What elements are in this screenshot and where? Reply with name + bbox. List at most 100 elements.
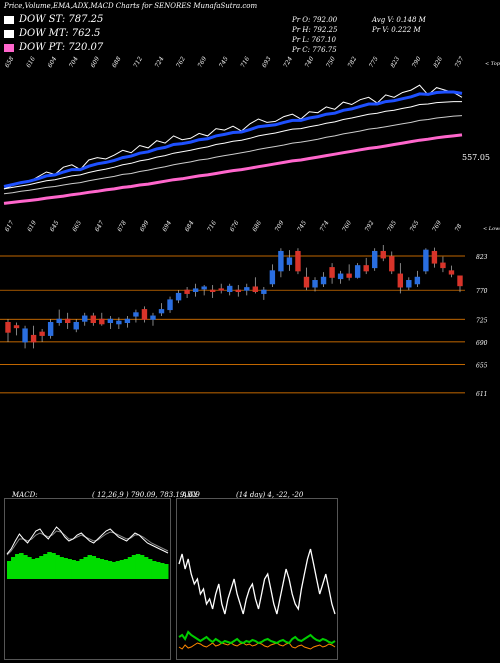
ema-bottom-label: 792 <box>364 219 376 233</box>
macd-histogram-bar <box>47 552 52 579</box>
adx-label: ADX <box>182 491 198 499</box>
chart-title: Price,Volume,EMA,ADX,MACD Charts for SEN… <box>4 2 258 10</box>
macd-histogram-bar <box>43 554 48 579</box>
ema-bottom-label: 676 <box>229 219 241 233</box>
ema-top-label: 740 <box>304 55 316 69</box>
candle-body <box>22 328 28 343</box>
stat-avg-volume: Avg V: 0.148 M <box>372 16 426 24</box>
ema-top-label: 782 <box>347 55 359 69</box>
candle-body <box>261 289 267 294</box>
adx-plus-di-line <box>178 630 336 645</box>
ema-bottom-label: 765 <box>409 219 421 233</box>
candle-body <box>372 250 378 269</box>
macd-histogram-bar <box>147 559 153 579</box>
ema-bottom-label: 745 <box>296 219 308 233</box>
ema-top-label: 750 <box>325 55 337 69</box>
ema-top-label: 762 <box>175 55 187 69</box>
candle-body <box>56 318 62 324</box>
ema-bottom-label: 619 <box>26 219 38 233</box>
legend-dow-st: DOW ST: 787.25 <box>4 14 103 25</box>
candle-body <box>73 322 79 330</box>
ema-bottom-label: 760 <box>341 219 353 233</box>
stat-high: Pr H: 792.25 <box>292 26 338 34</box>
ema-panel: 658 616 604 704 609 688 712 724 762 769 745 716 693 7… <box>4 55 500 233</box>
macd-signal-line <box>6 530 169 556</box>
macd-histogram-bar <box>163 564 169 579</box>
price-level-label: 770 <box>476 288 488 295</box>
ema-top-label: 693 <box>261 55 273 69</box>
macd-histogram-bar <box>87 555 93 579</box>
candle-body <box>354 265 361 278</box>
candle-body <box>423 249 429 272</box>
ema-bottom-label: 678 <box>116 219 128 233</box>
macd-histogram-bar <box>39 556 44 579</box>
macd-histogram-bar <box>119 560 125 579</box>
ema-bottom-label: 716 <box>206 219 218 233</box>
candle-body <box>380 250 386 259</box>
macd-histogram-bar <box>27 557 32 579</box>
candle-body <box>363 265 369 272</box>
legend-label-st: DOW ST: 787.25 <box>19 14 104 25</box>
candle-body <box>39 331 45 336</box>
macd-histogram-bar <box>83 557 88 579</box>
candle-body <box>303 276 310 288</box>
macd-histogram-bar <box>123 559 129 579</box>
price-level-label: 611 <box>476 391 487 398</box>
macd-histogram-bar <box>79 559 84 579</box>
ema-top-label: 757 <box>454 55 466 69</box>
macd-histogram-bar <box>51 553 56 579</box>
macd-histogram-bar <box>107 561 113 579</box>
macd-histogram-bar <box>95 558 101 579</box>
ema-top-label: 745 <box>218 55 230 69</box>
ema-top-label: 604 <box>47 55 59 69</box>
candle-body <box>329 267 335 278</box>
ema-top-label: 775 <box>368 55 380 69</box>
candle-body <box>90 315 96 323</box>
ema-top-label: 688 <box>111 55 123 69</box>
macd-histogram-bar <box>75 561 80 579</box>
ema-last-value: 557.05 <box>462 153 490 162</box>
ema-line-mid <box>3 101 462 190</box>
ema-bottom-label: 785 <box>386 219 398 233</box>
ema-bottom-label: 684 <box>184 219 196 233</box>
macd-values: ( 12,26,9 ) 790.09, 783.19, 6.9 <box>92 491 200 499</box>
candle-body <box>431 250 438 264</box>
macd-histogram-bar <box>103 560 109 579</box>
candle-body <box>175 292 182 301</box>
candle-body <box>346 273 352 278</box>
macd-histogram-bar <box>135 554 141 579</box>
legend-swatch-pt <box>4 43 14 52</box>
macd-histogram-bar <box>131 555 137 579</box>
macd-line <box>6 526 169 555</box>
candle-body <box>448 270 455 275</box>
candle-body <box>150 315 156 320</box>
stat-close: Pr C: 776.75 <box>292 46 337 54</box>
candle-body <box>320 276 327 285</box>
macd-label: MACD: <box>12 491 38 499</box>
candle-body <box>440 262 446 269</box>
candlestick-panel: 823 770 725 690 655 611 <box>0 245 488 398</box>
legend-swatch-st <box>4 15 14 24</box>
adx-panel <box>176 498 338 660</box>
ema-top-label: 724 <box>282 55 294 69</box>
macd-histogram-bar <box>23 555 28 579</box>
ema-top-label: 823 <box>389 55 401 69</box>
ema-bottom-label: 645 <box>49 219 61 233</box>
macd-histogram-bar <box>55 555 60 579</box>
macd-histogram-bar <box>155 562 161 579</box>
ema-bottom-label: 699 <box>139 219 151 233</box>
candle-body <box>278 250 284 272</box>
macd-histogram-bar <box>111 562 117 579</box>
stat-low: Pr L: 767.10 <box>292 36 337 44</box>
macd-histogram-bar <box>11 557 16 579</box>
candle-body <box>82 315 88 322</box>
macd-histogram-bar <box>19 553 24 579</box>
candle-body <box>201 286 207 290</box>
candle-body <box>406 280 412 288</box>
candle-body <box>184 289 190 294</box>
candle-body <box>30 334 37 343</box>
adx-minus-di-line <box>178 642 336 650</box>
stat-open: Pr O: 792.00 <box>292 16 338 24</box>
candle-body <box>5 322 11 333</box>
ema-top-label: 704 <box>68 55 80 69</box>
